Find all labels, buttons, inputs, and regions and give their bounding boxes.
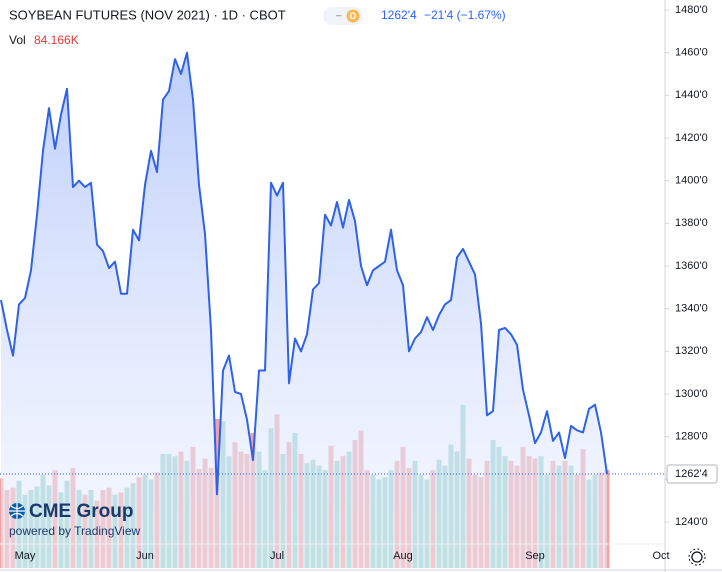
- volume-legend-name: Vol: [9, 33, 26, 47]
- x-tick-label: Aug: [393, 550, 413, 562]
- chart-title: SOYBEAN FUTURES (NOV 2021) · 1D · CBOT: [9, 7, 286, 22]
- y-tick-label: 1440'0: [675, 89, 708, 101]
- logo-name: CME Group: [29, 501, 134, 522]
- badge-dot: [346, 9, 360, 23]
- badge-label: D: [350, 11, 357, 21]
- y-tick-label: 1460'0: [675, 47, 708, 59]
- y-tick-label: 1280'0: [675, 431, 708, 443]
- logo-powered-by: powered by TradingView: [9, 524, 141, 538]
- settings-icon[interactable]: [688, 548, 706, 566]
- price-area: [1, 52, 607, 568]
- x-tick-label: Jul: [270, 550, 284, 562]
- y-tick-label: 1480'0: [675, 4, 708, 16]
- price-line: [0, 51, 608, 496]
- x-tick-label: Sep: [525, 550, 545, 562]
- y-tick-label: 1400'0: [675, 175, 708, 187]
- y-tick-label: 1340'0: [675, 303, 708, 315]
- x-tick-label: May: [15, 550, 36, 562]
- header-change: −21'4 (−1.67%): [424, 8, 506, 22]
- header: SOYBEAN FUTURES (NOV 2021) · 1D · CBOT –…: [9, 7, 506, 47]
- plot-area: [0, 51, 610, 568]
- last-price-label: 1262'4: [675, 468, 708, 480]
- volume-legend-value: 84.166K: [34, 33, 79, 47]
- gear[interactable]: [691, 551, 703, 563]
- y-tick-label: 1320'0: [675, 345, 708, 357]
- gear-teeth[interactable]: [688, 548, 706, 566]
- y-tick-label: 1380'0: [675, 217, 708, 229]
- last-price-tag: [666, 464, 718, 484]
- logo: CME Group powered by TradingView: [9, 501, 141, 538]
- x-tick-label: Jun: [136, 550, 154, 562]
- x-tick-label: Oct: [652, 550, 669, 562]
- y-tick-label: 1240'0: [675, 516, 708, 528]
- badge-dash: –: [336, 11, 342, 22]
- y-tick-label: 1300'0: [675, 388, 708, 400]
- y-tick-label: 1360'0: [675, 260, 708, 272]
- y-tick-label: 1420'0: [675, 132, 708, 144]
- header-price: 1262'4: [381, 8, 417, 22]
- logo-icon-lines: [9, 503, 25, 519]
